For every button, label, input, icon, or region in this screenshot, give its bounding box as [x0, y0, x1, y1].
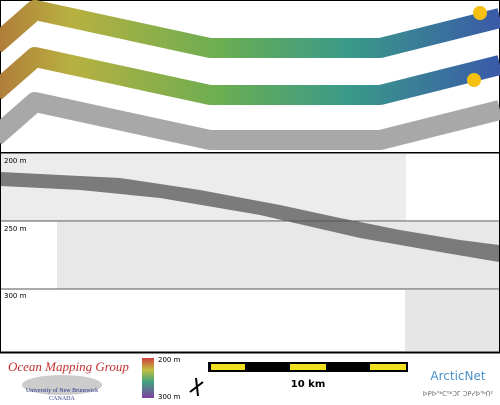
sonar-band — [405, 290, 499, 351]
partner: ArcticNet — [430, 369, 485, 383]
swaths — [0, 0, 500, 150]
colorbar — [142, 358, 154, 398]
depth-label: 250 m — [4, 225, 27, 233]
swath — [0, 47, 500, 105]
university: University of New Brunswick — [26, 387, 98, 394]
ship-icon — [467, 73, 481, 87]
swath — [0, 92, 500, 150]
logo-shape — [22, 375, 102, 395]
colorbar-label: 200 m — [158, 356, 181, 364]
country: CANADA — [49, 396, 75, 402]
partner-syllabics: ᐅᑭᐅᖅᑕᖅᑐᒥ ᑐᑭᓯᐅᖅᑏᑦ — [423, 390, 494, 398]
scale-segment — [211, 364, 245, 370]
colorbar-label: 300 m — [158, 393, 181, 401]
logo-title: Ocean Mapping Group — [8, 359, 129, 374]
scale-label: 10 km — [291, 379, 325, 390]
north-arrow — [189, 377, 204, 397]
scale-segment — [290, 364, 326, 370]
seabed — [1, 172, 499, 262]
ship-icon — [473, 6, 487, 20]
depth-label: 300 m — [4, 292, 27, 300]
depth-label: 200 m — [4, 157, 27, 165]
scale-segment — [370, 364, 406, 370]
sonar-band — [57, 222, 499, 289]
swath — [0, 0, 500, 58]
